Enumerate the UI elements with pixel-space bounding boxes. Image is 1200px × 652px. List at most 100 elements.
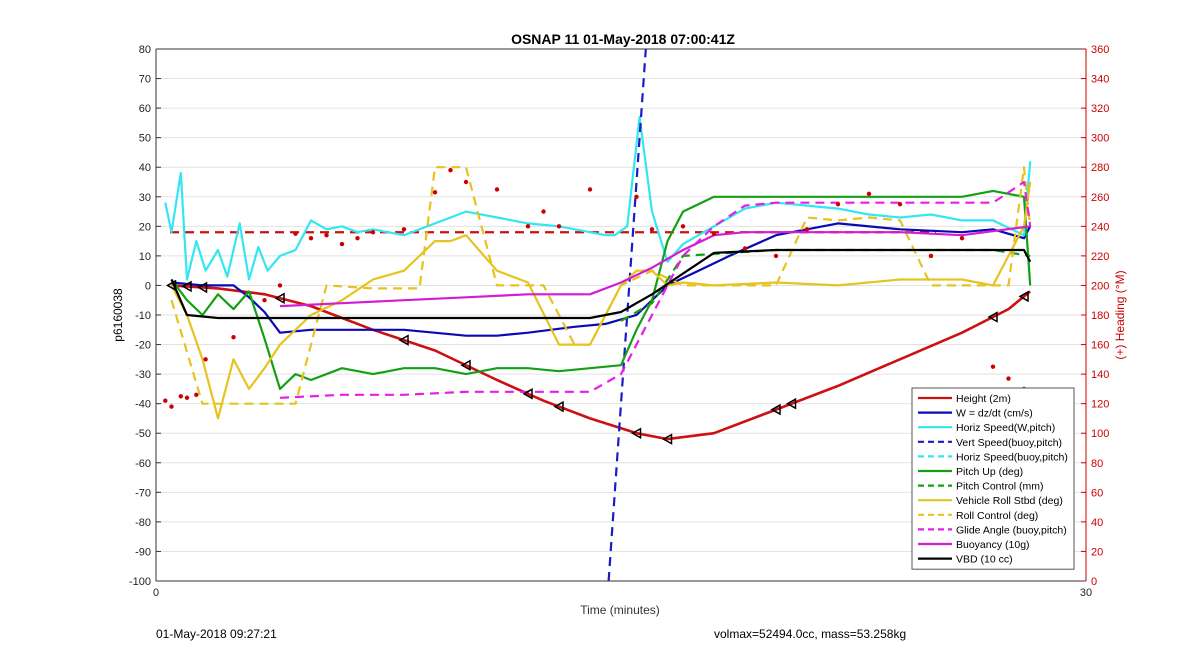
height-marker (181, 280, 192, 293)
legend-label: Horiz Speed(W,pitch) (956, 422, 1055, 434)
y-tick-label: -40 (135, 399, 151, 411)
heading-point (339, 241, 345, 247)
heading-point (370, 230, 376, 235)
heading-point (401, 227, 407, 232)
series-vehicle-roll-stbd-deg (170, 181, 1032, 420)
y-tick-label: 30 (139, 192, 151, 204)
heading-point (711, 231, 717, 236)
y2-tick-label: 20 (1091, 546, 1103, 558)
height-marker (770, 403, 781, 416)
x-axis-label: Time (minutes) (580, 603, 660, 617)
legend-label: VBD (10 cc) (956, 554, 1013, 566)
y-tick-label: 70 (139, 74, 151, 86)
heading-point (1006, 376, 1011, 381)
heading-point (262, 298, 267, 303)
heading-point (277, 283, 283, 288)
heading-point (308, 235, 314, 241)
y2-tick-label: 80 (1091, 458, 1103, 470)
legend-box (911, 387, 1075, 570)
legend-label: Pitch Up (deg) (956, 466, 1023, 478)
y-tick-label: 50 (139, 133, 151, 145)
heading-point (448, 167, 453, 173)
y-tick-label: -100 (129, 576, 151, 588)
height-marker (460, 359, 471, 372)
legend-label: Height (2m) (956, 393, 1011, 405)
y-tick-label: 40 (139, 162, 151, 174)
y2-tick-label: 60 (1091, 487, 1103, 499)
legend: Height (2m) W = dz/dt (cm/s) Horiz Speed(W… (911, 387, 1075, 570)
y-tick-label: -50 (135, 428, 151, 440)
height-marker (1018, 290, 1029, 303)
y-tick-label: -60 (135, 458, 151, 470)
legend-label: W = dz/dt (cm/s) (956, 408, 1033, 420)
heading-point (649, 227, 655, 232)
legend-label: Pitch Control (mm) (956, 481, 1044, 493)
chart-title: OSNAP 11 01-May-2018 07:00:41Z (511, 31, 735, 47)
height-marker (165, 279, 177, 292)
y-tick-label: 0 (145, 280, 151, 292)
axes: 80706050403020100-10-20-30-40-50-60-70-8… (129, 44, 1109, 599)
y-tick-label: -90 (135, 546, 151, 558)
footer-timestamp: 01-May-2018 09:27:21 (156, 627, 277, 641)
heading-point (194, 392, 199, 397)
heading-point (866, 191, 872, 197)
heading-point (525, 224, 531, 229)
y2-tick-label: 260 (1091, 192, 1109, 204)
y-tick-label: -30 (135, 369, 151, 381)
heading-point (835, 201, 841, 207)
y-tick-label: 20 (139, 221, 151, 233)
y2-tick-label: 320 (1091, 103, 1109, 115)
heading-point (178, 394, 183, 399)
heading-point (634, 194, 639, 199)
plot-lines (163, 49, 1032, 581)
heading-point (541, 209, 546, 214)
y2-tick-label: 280 (1091, 162, 1109, 174)
y2-tick-label: 100 (1091, 428, 1109, 440)
x-tick-label: 30 (1080, 587, 1092, 599)
height-marker (987, 311, 998, 323)
y2-tick-label: 140 (1091, 369, 1109, 381)
y-tick-label: -20 (135, 340, 151, 352)
heading-point (804, 227, 810, 232)
height-marker (398, 334, 409, 346)
y2-tick-label: 40 (1091, 517, 1103, 529)
y2-tick-label: 240 (1091, 221, 1109, 233)
series-w-dz-dt-cm-s (171, 222, 1032, 337)
series-roll-control-deg (170, 166, 1032, 405)
height-marker (630, 427, 642, 440)
heading-point (990, 364, 996, 369)
heading-point (293, 231, 298, 236)
heading-point (432, 190, 438, 195)
height-marker (522, 388, 533, 400)
legend-label: Glide Angle (buoy,pitch) (956, 524, 1067, 536)
height-marker (274, 292, 285, 305)
heading-point (355, 235, 360, 241)
y2-tick-label: 180 (1091, 310, 1109, 322)
heading-point (203, 357, 208, 362)
heading-point (897, 201, 903, 207)
height-marker (553, 400, 564, 413)
heading-point (463, 179, 469, 185)
heading-point (169, 404, 174, 409)
y2-tick-label: 200 (1091, 280, 1109, 292)
y-tick-label: -80 (135, 517, 151, 529)
height-marker (196, 281, 208, 294)
height-marker (661, 433, 673, 445)
heading-point (587, 187, 593, 192)
legend-label: Roll Control (deg) (956, 510, 1038, 522)
y2-tick-label: 360 (1091, 44, 1109, 56)
y2-tick-label: 300 (1091, 133, 1109, 145)
series-horiz-speed-w-pitch (164, 115, 1032, 281)
y2-tick-label: 340 (1091, 74, 1109, 86)
y2-tick-label: 120 (1091, 399, 1109, 411)
legend-label: Buoyancy (10g) (956, 539, 1030, 551)
y-tick-label: 10 (139, 251, 151, 263)
series-buoyancy-10g (279, 225, 1031, 308)
footer-mass-info: volmax=52494.0cc, mass=53.258kg (714, 627, 907, 641)
legend-label: Vehicle Roll Stbd (deg) (956, 495, 1063, 507)
series-pitch-up-deg (170, 189, 1032, 390)
y-tick-label: -10 (135, 310, 151, 322)
y2-tick-label: 0 (1091, 576, 1097, 588)
heading-point (928, 253, 934, 259)
y2-axis-label: (+) Heading (°M) (1113, 270, 1127, 359)
